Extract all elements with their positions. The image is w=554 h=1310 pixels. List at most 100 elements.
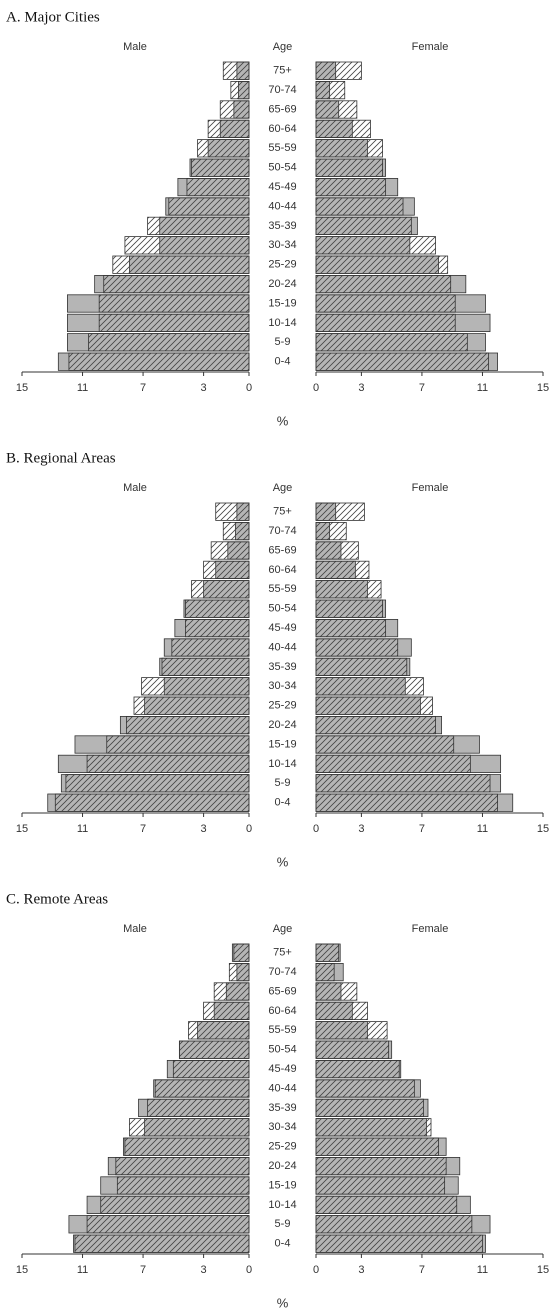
x-tick-label: 15 (537, 382, 549, 394)
hatched-bar (315, 982, 358, 1001)
chart-title: A. Major Cities (6, 9, 100, 25)
hatched-bar (185, 618, 250, 638)
hatched-bar (315, 580, 382, 599)
x-tick-label: 3 (358, 823, 364, 835)
x-tick-label: 0 (246, 1264, 252, 1276)
hatched-bar (315, 522, 347, 541)
age-label: 5-9 (275, 777, 291, 789)
x-tick-label: 15 (537, 1264, 549, 1276)
hatched-bar (315, 502, 365, 521)
age-label: 25-29 (268, 1141, 296, 1153)
hatched-bar (124, 236, 250, 255)
hatched-bar (124, 1137, 250, 1156)
hatched-bar (147, 1098, 250, 1117)
age-label: 65-69 (268, 103, 296, 115)
age-label: 60-64 (268, 123, 296, 135)
hatched-bar (315, 1195, 458, 1215)
x-tick-label: 7 (140, 823, 146, 835)
hatched-bar (86, 1215, 250, 1234)
category-label: Age (273, 41, 293, 53)
hatched-bar (315, 715, 436, 735)
hatched-bar (112, 255, 250, 274)
x-tick-label: 0 (313, 382, 319, 394)
hatched-bar (54, 793, 250, 812)
hatched-bar (197, 139, 250, 158)
hatched-bar (315, 599, 383, 618)
hatched-bar (315, 1234, 483, 1253)
x-tick-label: 15 (16, 823, 28, 835)
chart-title: C. Remote Areas (6, 891, 108, 907)
hatched-bar (203, 1001, 250, 1020)
age-label: 50-54 (268, 1044, 296, 1056)
hatched-bar (141, 677, 250, 696)
x-tick-label: 7 (419, 823, 425, 835)
hatched-bar (154, 1079, 250, 1098)
age-label: 40-44 (268, 200, 296, 212)
x-tick-label: 3 (358, 1264, 364, 1276)
hatched-bar (186, 177, 250, 197)
hatched-bar (315, 1215, 473, 1234)
hatched-bar (315, 1040, 390, 1059)
hatched-bar (315, 735, 455, 754)
hatched-bar (191, 158, 250, 177)
hatched-bar (228, 963, 250, 982)
age-label: 60-64 (268, 1005, 296, 1017)
hatched-bar (116, 1176, 250, 1195)
age-label: 20-24 (268, 719, 296, 731)
x-tick-label: 3 (201, 382, 207, 394)
left-label: Male (123, 482, 147, 494)
age-label: 15-19 (268, 1179, 296, 1191)
age-label: 70-74 (268, 84, 296, 96)
hatched-bar (178, 1040, 250, 1059)
age-label: 65-69 (268, 544, 296, 556)
age-label: 15-19 (268, 297, 296, 309)
hatched-bar (100, 1195, 250, 1215)
age-label: 35-39 (268, 661, 296, 673)
category-label: Age (273, 482, 293, 494)
age-label: 45-49 (268, 1063, 296, 1075)
age-label: 30-34 (268, 1121, 296, 1133)
hatched-bar (98, 313, 250, 333)
x-tick-label: 15 (16, 382, 28, 394)
x-tick-label: 7 (419, 382, 425, 394)
hatched-bar (315, 294, 456, 313)
chart-title: B. Regional Areas (6, 450, 116, 466)
x-tick-label: 15 (537, 823, 549, 835)
hatched-bar (215, 502, 250, 521)
age-label: 0-4 (275, 1238, 291, 1250)
age-label: 75+ (273, 947, 292, 959)
hatched-bar (315, 943, 340, 962)
x-tick-label: 11 (477, 382, 488, 394)
hatched-bar (315, 963, 335, 982)
age-label: 35-39 (268, 1102, 296, 1114)
x-tick-label: 11 (77, 823, 88, 835)
hatched-bar (315, 657, 408, 676)
hatched-bar (315, 158, 383, 177)
hatched-bar (115, 1156, 250, 1176)
age-label: 75+ (273, 506, 292, 518)
age-label: 25-29 (268, 259, 296, 271)
hatched-bar (315, 81, 346, 100)
hatched-bar (315, 197, 404, 216)
hatched-bar (207, 119, 250, 138)
hatched-bar (315, 754, 471, 774)
x-tick-label: 3 (201, 823, 207, 835)
hatched-bar (315, 618, 387, 638)
age-label: 5-9 (275, 336, 291, 348)
hatched-bar (74, 1234, 250, 1253)
hatched-bar (315, 61, 362, 80)
hatched-bar (315, 1021, 388, 1040)
hatched-bar (222, 522, 250, 541)
hatched-bar (315, 255, 449, 274)
hatched-bar (65, 774, 250, 793)
hatched-bar (88, 333, 250, 352)
hatched-bar (172, 1059, 250, 1079)
left-label: Male (123, 923, 147, 935)
age-label: 30-34 (268, 680, 296, 692)
age-label: 0-4 (275, 797, 291, 809)
hatched-bar (315, 236, 436, 255)
age-label: 55-59 (268, 1024, 296, 1036)
x-axis-label: % (277, 854, 289, 869)
hatched-bar (315, 216, 412, 235)
